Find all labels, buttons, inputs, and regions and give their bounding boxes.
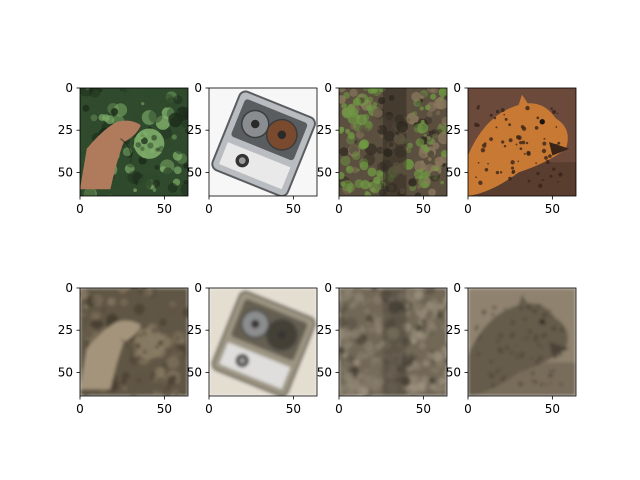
axes-frame — [208, 287, 318, 397]
axes-frame — [338, 87, 448, 197]
x-tick-label: 0 — [76, 202, 84, 216]
y-tick-label: 25 — [317, 323, 332, 337]
y-tick-label: 25 — [58, 123, 73, 137]
axes-frame — [208, 87, 318, 197]
y-tick-label: 0 — [453, 81, 461, 95]
y-tick-label: 0 — [65, 81, 73, 95]
x-tick-label: 50 — [157, 402, 172, 416]
y-tick-label: 50 — [58, 365, 73, 379]
x-tick-label: 50 — [286, 202, 301, 216]
x-tick-label: 50 — [286, 402, 301, 416]
axes-frame — [338, 287, 448, 397]
image-reconstruction-mossy-bark — [339, 288, 447, 396]
subplot-original-tape-recorder: 0 50 0 25 50 — [187, 81, 318, 216]
x-tick-label: 0 — [335, 202, 343, 216]
y-tick-label: 50 — [187, 365, 202, 379]
y-tick-label: 25 — [58, 323, 73, 337]
image-reconstruction-tape-recorder — [209, 288, 317, 396]
image-reconstruction-leopard — [468, 288, 576, 396]
x-tick-label: 50 — [416, 202, 431, 216]
axes-frame — [79, 87, 189, 197]
x-tick-label: 0 — [205, 402, 213, 416]
subplot-reconstruction-tape-recorder: 0 50 0 25 50 — [187, 281, 318, 416]
x-tick-label: 0 — [464, 202, 472, 216]
y-tick-label: 25 — [317, 123, 332, 137]
axes-frame — [467, 287, 577, 397]
y-tick-label: 0 — [65, 281, 73, 295]
y-tick-label: 25 — [446, 323, 461, 337]
subplot-original-broccoli-hand: 0 50 0 25 50 — [58, 81, 189, 216]
y-tick-label: 50 — [317, 165, 332, 179]
image-original-mossy-bark — [339, 88, 447, 196]
y-tick-label: 50 — [317, 365, 332, 379]
y-tick-label: 50 — [58, 165, 73, 179]
image-reconstruction-broccoli-hand — [80, 288, 188, 396]
y-tick-label: 50 — [446, 365, 461, 379]
y-tick-label: 50 — [187, 165, 202, 179]
subplot-original-leopard: 0 50 0 25 50 — [446, 81, 577, 216]
y-tick-label: 25 — [187, 323, 202, 337]
image-original-tape-recorder — [209, 88, 317, 196]
x-tick-label: 0 — [76, 402, 84, 416]
x-tick-label: 0 — [205, 202, 213, 216]
subplot-reconstruction-leopard: 0 50 0 25 50 — [446, 281, 577, 416]
x-tick-label: 0 — [335, 402, 343, 416]
x-tick-label: 50 — [416, 402, 431, 416]
subplot-reconstruction-broccoli-hand: 0 50 0 25 50 — [58, 281, 189, 416]
y-tick-label: 0 — [324, 81, 332, 95]
image-original-broccoli-hand — [80, 88, 188, 196]
y-tick-label: 25 — [187, 123, 202, 137]
x-tick-label: 50 — [545, 202, 560, 216]
axes-frame — [467, 87, 577, 197]
x-tick-label: 50 — [157, 202, 172, 216]
x-tick-label: 0 — [464, 402, 472, 416]
y-tick-label: 25 — [446, 123, 461, 137]
y-tick-label: 0 — [453, 281, 461, 295]
y-tick-label: 0 — [194, 281, 202, 295]
y-tick-label: 0 — [194, 81, 202, 95]
x-tick-label: 50 — [545, 402, 560, 416]
image-original-leopard — [468, 88, 576, 196]
subplot-reconstruction-mossy-bark: 0 50 0 25 50 — [317, 281, 448, 416]
subplot-original-mossy-bark: 0 50 0 25 50 — [317, 81, 448, 216]
y-tick-label: 50 — [446, 165, 461, 179]
axes-frame — [79, 287, 189, 397]
y-tick-label: 0 — [324, 281, 332, 295]
subplot-grid: 0 50 0 25 50 0 50 0 25 50 0 50 0 25 50 0 50 0 25 50 0 50 0 25 50… — [58, 81, 577, 416]
